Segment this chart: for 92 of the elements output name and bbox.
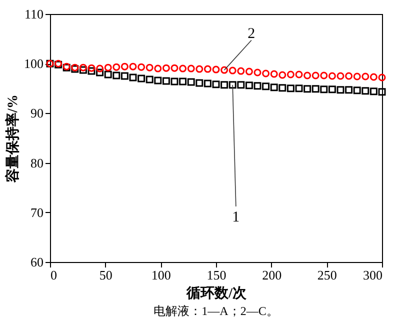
point xyxy=(228,81,236,89)
point xyxy=(138,63,146,71)
point xyxy=(270,70,278,78)
point xyxy=(304,72,312,80)
point xyxy=(254,82,262,90)
y-tick-label: 110 xyxy=(24,6,44,22)
x-tick-label: 0 xyxy=(50,268,57,282)
point xyxy=(254,68,262,76)
point xyxy=(79,64,87,72)
point xyxy=(212,66,220,74)
y-tick-label: 60 xyxy=(30,254,44,270)
point xyxy=(88,64,96,72)
x-tick-label: 300 xyxy=(363,268,382,282)
point xyxy=(312,85,320,93)
point xyxy=(96,64,104,72)
point xyxy=(304,85,312,93)
point xyxy=(370,88,378,96)
point xyxy=(129,62,137,70)
point xyxy=(129,74,137,82)
point xyxy=(362,87,370,95)
point xyxy=(220,66,228,74)
point xyxy=(328,86,336,94)
point xyxy=(146,64,154,72)
point xyxy=(336,72,344,80)
point xyxy=(286,70,294,78)
point xyxy=(353,72,361,80)
point xyxy=(245,82,253,90)
point xyxy=(378,88,386,96)
point xyxy=(378,74,386,82)
annotation: 2 xyxy=(248,26,256,42)
y-tick-label: 90 xyxy=(30,106,44,121)
point xyxy=(138,74,146,82)
point xyxy=(162,77,170,85)
point xyxy=(370,73,378,81)
point xyxy=(353,86,361,94)
point xyxy=(262,82,270,90)
point xyxy=(228,66,236,74)
point xyxy=(104,70,112,78)
point xyxy=(320,86,328,94)
point xyxy=(328,72,336,80)
point xyxy=(336,86,344,94)
point xyxy=(146,76,154,84)
point xyxy=(237,67,245,75)
x-tick-label: 150 xyxy=(206,268,226,282)
point xyxy=(96,68,104,76)
point xyxy=(154,64,162,72)
point xyxy=(312,72,320,80)
point xyxy=(278,71,286,79)
text: 电解液：1—A；2—C。 xyxy=(154,304,278,318)
point xyxy=(170,78,178,86)
x-tick-label: 250 xyxy=(317,268,337,282)
point xyxy=(104,64,112,72)
point xyxy=(179,64,187,72)
x-tick-label: 200 xyxy=(262,268,282,282)
point xyxy=(154,76,162,84)
point xyxy=(170,64,178,72)
y-tick-label: 100 xyxy=(24,56,44,72)
point xyxy=(320,72,328,80)
point xyxy=(345,72,353,80)
point xyxy=(162,64,170,72)
y-axis-title: 容量保持率/% xyxy=(4,94,21,184)
point xyxy=(88,67,96,75)
x-tick-label: 100 xyxy=(151,268,171,282)
point xyxy=(112,72,120,80)
point xyxy=(112,63,120,71)
annotation: 1 xyxy=(232,209,240,226)
point xyxy=(295,84,303,92)
x-axis-title: 循环数/次 xyxy=(186,286,248,302)
point xyxy=(362,72,370,80)
x-tick-label: 50 xyxy=(99,268,112,282)
point xyxy=(196,79,204,87)
point xyxy=(79,66,87,74)
point xyxy=(278,84,286,92)
y-tick-label: 70 xyxy=(30,204,44,220)
point xyxy=(196,65,204,73)
point xyxy=(345,86,353,94)
point xyxy=(245,68,253,76)
point xyxy=(295,70,303,78)
y-tick-label: 80 xyxy=(30,155,44,170)
point xyxy=(179,78,187,86)
point xyxy=(120,72,128,80)
point xyxy=(286,84,294,92)
point xyxy=(262,70,270,78)
point xyxy=(120,62,128,70)
point xyxy=(237,81,245,89)
point xyxy=(204,65,212,73)
point xyxy=(270,84,278,92)
point xyxy=(204,80,212,88)
point xyxy=(212,80,220,88)
point xyxy=(220,81,228,89)
point xyxy=(187,78,195,86)
point xyxy=(187,64,195,72)
